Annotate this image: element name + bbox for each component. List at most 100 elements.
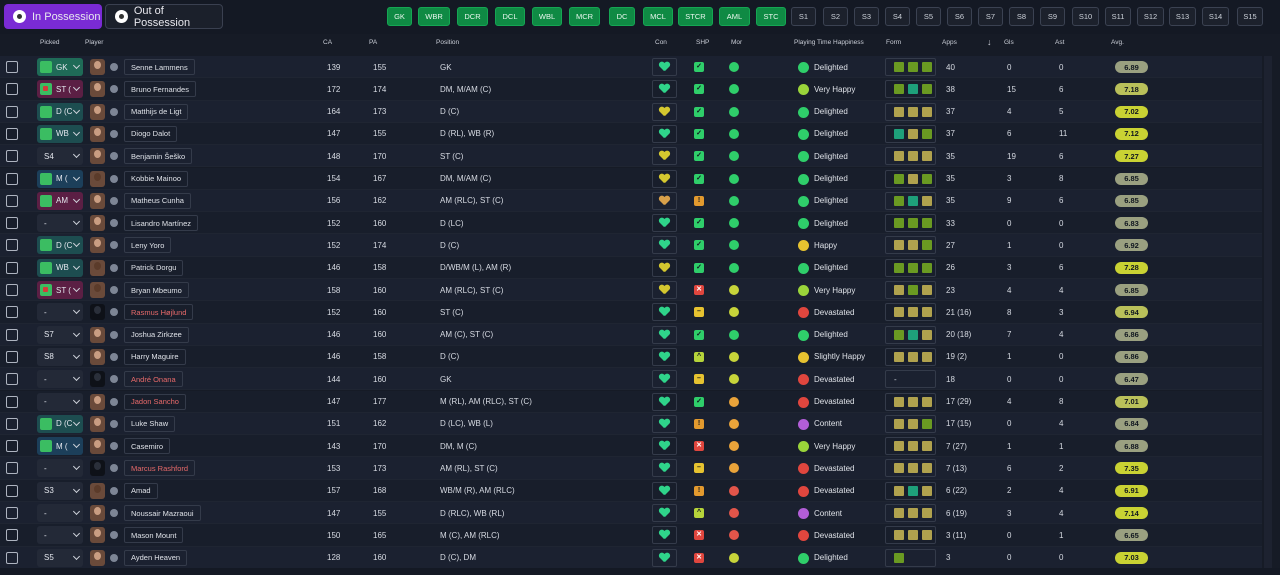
table-row[interactable]: S5 Ayden Heaven 128 160 D (C), DM ✕ Delighted 3… xyxy=(0,546,1262,569)
row-checkbox[interactable] xyxy=(6,462,18,475)
table-row[interactable]: GK Senne Lammens 139 155 GK ✓ Delighted 40 0 0 6.8… xyxy=(0,56,1262,79)
row-checkbox[interactable] xyxy=(6,239,18,252)
position-button-stc[interactable]: STC xyxy=(756,7,786,26)
player-name[interactable]: Luke Shaw xyxy=(124,415,176,432)
picked-select[interactable]: ST ( xyxy=(37,80,83,99)
table-row[interactable]: WB Diogo Dalot 147 155 D (RL), WB (R) ✓ Deligh… xyxy=(0,122,1262,146)
col-con[interactable]: Con xyxy=(655,39,667,46)
position-button-s7[interactable]: S7 xyxy=(978,7,1003,26)
picked-select[interactable]: M ( xyxy=(37,169,83,188)
player-name[interactable]: Diogo Dalot xyxy=(124,125,178,142)
table-row[interactable]: D (C Leny Yoro 152 174 D (C) ✓ Happy 27 1 0 6.92 xyxy=(0,234,1262,257)
player-name[interactable]: Marcus Rashford xyxy=(124,460,196,477)
table-row[interactable]: D (C Luke Shaw 151 162 D (LC), WB (L)! Conten… xyxy=(0,412,1262,436)
table-row[interactable]: - Marcus Rashford 153 173 AM (RL), ST (C) – De… xyxy=(0,457,1262,480)
player-name[interactable]: Rasmus Højlund xyxy=(124,304,194,321)
table-row[interactable]: S8 Harry Maguire 146 158 D (C) ^ Slightly Happ… xyxy=(0,345,1262,369)
row-checkbox[interactable] xyxy=(6,417,18,430)
picked-select[interactable]: D (C xyxy=(37,414,83,433)
picked-select[interactable]: - xyxy=(37,370,83,389)
picked-select[interactable]: - xyxy=(37,392,83,411)
row-checkbox[interactable] xyxy=(6,551,18,564)
position-button-dcl[interactable]: DCL xyxy=(495,7,525,26)
col-pa[interactable]: PA xyxy=(369,39,378,46)
picked-select[interactable]: ST ( xyxy=(37,281,83,299)
player-name[interactable]: Noussair Mazraoui xyxy=(124,505,201,521)
player-name[interactable]: Bryan Mbeumo xyxy=(124,282,189,298)
position-button-s11[interactable]: S11 xyxy=(1105,7,1131,26)
picked-select[interactable]: - xyxy=(37,459,83,478)
picked-select[interactable]: - xyxy=(37,303,83,322)
row-checkbox[interactable] xyxy=(6,61,18,73)
row-checkbox[interactable] xyxy=(6,306,18,319)
picked-select[interactable]: - xyxy=(37,214,83,233)
player-name[interactable]: Joshua Zirkzee xyxy=(124,326,189,343)
player-name[interactable]: Benjamin Šeško xyxy=(124,148,193,165)
position-button-s2[interactable]: S2 xyxy=(823,7,848,26)
position-button-s10[interactable]: S10 xyxy=(1072,7,1099,26)
table-row[interactable]: WB Patrick Dorgu 146 158 D/WB/M (L), AM (R) ✓… xyxy=(0,256,1262,279)
row-checkbox[interactable] xyxy=(6,217,18,230)
row-checkbox[interactable] xyxy=(6,284,18,296)
col-gls[interactable]: Gls xyxy=(1004,39,1014,46)
row-checkbox[interactable] xyxy=(6,172,18,185)
col-ast[interactable]: Ast xyxy=(1055,39,1065,46)
picked-select[interactable]: D (C xyxy=(37,102,83,121)
picked-select[interactable]: WB xyxy=(37,258,83,277)
position-button-aml[interactable]: AML xyxy=(719,7,750,26)
col-ca[interactable]: CA xyxy=(323,39,333,46)
table-row[interactable]: - Lisandro Martínez 152 160 D (LC) ✓ Delighted… xyxy=(0,212,1262,235)
table-row[interactable]: - Jadon Sancho 147 177 M (RL), AM (RLC), ST … xyxy=(0,390,1262,413)
position-button-s8[interactable]: S8 xyxy=(1009,7,1034,26)
table-row[interactable]: S7 Joshua Zirkzee 146 160 AM (C), ST (C) ✓ Del… xyxy=(0,323,1262,346)
table-row[interactable]: - Noussair Mazraoui 147 155 D (RLC), WB (RL)… xyxy=(0,502,1262,525)
col-happiness[interactable]: Playing Time Happiness xyxy=(794,39,864,46)
position-button-s3[interactable]: S3 xyxy=(854,7,879,26)
position-button-wbr[interactable]: WBR xyxy=(418,7,450,26)
picked-select[interactable]: - xyxy=(37,526,83,545)
row-checkbox[interactable] xyxy=(6,261,18,274)
player-name[interactable]: Matthijs de Ligt xyxy=(124,103,189,120)
position-button-wbl[interactable]: WBL xyxy=(532,7,562,26)
position-button-s9[interactable]: S9 xyxy=(1040,7,1065,26)
col-player[interactable]: Player xyxy=(85,39,104,46)
tab-in-possession[interactable]: In Possession xyxy=(4,4,102,29)
picked-select[interactable]: D (C xyxy=(37,236,83,255)
player-name[interactable]: Matheus Cunha xyxy=(124,192,191,209)
table-row[interactable]: - Rasmus Højlund 152 160 ST (C) – Devastated 21… xyxy=(0,301,1262,324)
table-row[interactable]: AM Matheus Cunha 156 162 AM (RLC), ST (C)! De… xyxy=(0,189,1262,213)
row-checkbox[interactable] xyxy=(6,328,18,341)
position-button-mcr[interactable]: MCR xyxy=(569,7,600,26)
player-name[interactable]: Amad xyxy=(124,482,158,499)
table-row[interactable]: D (C Matthijs de Ligt 164 173 D (C) ✓ Delighte… xyxy=(0,100,1262,123)
row-checkbox[interactable] xyxy=(6,350,18,363)
row-checkbox[interactable] xyxy=(6,194,18,207)
col-mor[interactable]: Mor xyxy=(731,39,743,46)
col-avg[interactable]: Avg. xyxy=(1111,39,1124,46)
position-button-s6[interactable]: S6 xyxy=(947,7,972,26)
player-name[interactable]: Patrick Dorgu xyxy=(124,259,184,276)
row-checkbox[interactable] xyxy=(6,507,18,519)
sort-desc-icon[interactable]: ↓ xyxy=(987,37,992,47)
col-form[interactable]: Form xyxy=(886,39,902,46)
position-button-s13[interactable]: S13 xyxy=(1169,7,1196,26)
table-row[interactable]: S3 Amad 157 168 WB/M (R), AM (RLC)! Devastate… xyxy=(0,479,1262,502)
picked-select[interactable]: WB xyxy=(37,124,83,143)
table-row[interactable]: - André Onana 144 160 GK – Devastated - 18 0 0 6.47 xyxy=(0,368,1262,391)
position-button-s1[interactable]: S1 xyxy=(791,7,816,26)
picked-select[interactable]: S4 xyxy=(37,147,83,166)
row-checkbox[interactable] xyxy=(6,127,18,140)
player-name[interactable]: Casemiro xyxy=(124,438,171,455)
picked-select[interactable]: AM xyxy=(37,191,83,210)
vertical-scrollbar[interactable] xyxy=(1264,56,1272,568)
row-checkbox[interactable] xyxy=(6,395,18,408)
picked-select[interactable]: S8 xyxy=(37,347,83,366)
position-button-s14[interactable]: S14 xyxy=(1202,7,1229,26)
position-button-dcr[interactable]: DCR xyxy=(457,7,488,26)
table-row[interactable]: S4 Benjamin Šeško 148 170 ST (C) ✓ Delighted 35… xyxy=(0,145,1262,168)
position-button-mcl[interactable]: MCL xyxy=(643,7,673,26)
row-checkbox[interactable] xyxy=(6,484,18,497)
table-row[interactable]: ST (Bruno Fernandes 172 174 DM, M/AM (C) ✓ Ve… xyxy=(0,78,1262,101)
picked-select[interactable]: S7 xyxy=(37,325,83,344)
table-row[interactable]: - Mason Mount 150 165 M (C), AM (RLC) ✕ Devast… xyxy=(0,524,1262,547)
